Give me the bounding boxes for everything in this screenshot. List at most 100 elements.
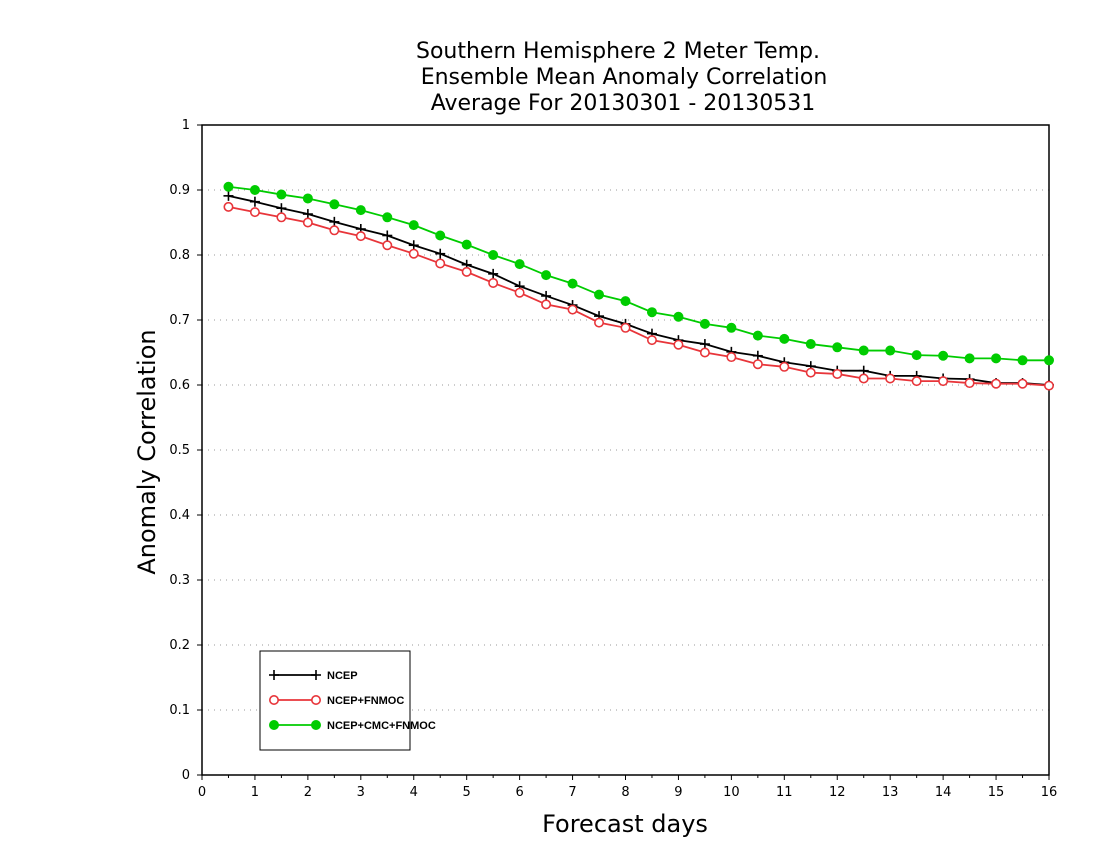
data-point-open-circle — [726, 352, 737, 363]
data-point-open-circle — [964, 378, 975, 389]
x-tick-label: 4 — [410, 785, 418, 800]
y-tick-label: 0.7 — [169, 313, 190, 328]
x-tick-label: 3 — [357, 785, 365, 800]
data-point-open-circle — [329, 225, 340, 236]
data-point-open-circle — [832, 368, 843, 379]
y-tick-label: 0.4 — [169, 508, 190, 523]
data-point-filled-circle — [355, 205, 366, 216]
data-point-plus — [329, 216, 340, 227]
data-point-open-circle — [382, 240, 393, 251]
y-tick-label: 0 — [182, 768, 190, 783]
data-point-plus — [435, 248, 446, 259]
data-point-filled-circle — [699, 318, 710, 329]
series-ncep-fnmoc — [223, 201, 1055, 391]
data-point-filled-circle — [408, 220, 419, 231]
data-point-open-circle — [885, 373, 896, 384]
data-point-plus — [541, 290, 552, 301]
data-point-plus — [311, 670, 321, 680]
data-point-filled-circle — [302, 193, 313, 204]
data-point-filled-circle — [991, 353, 1002, 364]
data-point-open-circle — [268, 694, 279, 705]
data-point-open-circle — [223, 201, 234, 212]
data-point-filled-circle — [911, 350, 922, 361]
x-tick-label: 1 — [251, 785, 259, 800]
chart-title: Southern Hemisphere 2 Meter Temp. Ensemb… — [416, 39, 827, 116]
data-point-filled-circle — [311, 720, 321, 730]
data-point-open-circle — [911, 376, 922, 387]
data-point-filled-circle — [938, 350, 949, 361]
data-point-filled-circle — [964, 353, 975, 364]
x-tick-label: 13 — [882, 785, 899, 800]
y-tick-label: 0.3 — [169, 573, 190, 588]
data-point-plus — [276, 203, 287, 214]
data-point-open-circle — [541, 299, 552, 310]
x-tick-label: 5 — [463, 785, 471, 800]
data-point-filled-circle — [329, 199, 340, 210]
data-point-open-circle — [302, 217, 313, 228]
x-axis-ticks: 0 1 2 3 4 5 6 7 8 9 10 11 12 13 14 15 16 — [198, 775, 1057, 800]
data-series — [223, 181, 1055, 391]
data-point-filled-circle — [541, 270, 552, 281]
data-point-filled-circle — [514, 259, 525, 270]
data-point-open-circle — [699, 347, 710, 358]
data-point-open-circle — [805, 367, 816, 378]
data-point-open-circle — [646, 335, 657, 346]
data-point-open-circle — [673, 339, 684, 350]
x-tick-label: 6 — [515, 785, 523, 800]
y-axis-label: Anomaly Correlation — [133, 329, 161, 574]
data-point-open-circle — [779, 361, 790, 372]
data-point-open-circle — [620, 322, 631, 333]
y-tick-label: 1 — [182, 118, 190, 133]
data-point-plus — [269, 670, 279, 680]
data-point-filled-circle — [858, 345, 869, 356]
data-point-filled-circle — [673, 311, 684, 322]
data-point-filled-circle — [1017, 355, 1028, 366]
y-tick-label: 0.1 — [169, 703, 190, 718]
data-point-filled-circle — [779, 333, 790, 344]
x-tick-label: 8 — [621, 785, 629, 800]
y-tick-label: 0.9 — [169, 183, 190, 198]
data-point-filled-circle — [567, 278, 578, 289]
data-point-filled-circle — [805, 339, 816, 350]
data-point-filled-circle — [1044, 355, 1054, 366]
data-point-filled-circle — [276, 189, 287, 200]
x-tick-label: 2 — [304, 785, 312, 800]
data-point-open-circle — [461, 266, 472, 277]
x-tick-label: 15 — [988, 785, 1005, 800]
title-line-3: Average For 20130301 - 20130531 — [431, 91, 816, 116]
series-ncep — [223, 190, 1054, 390]
x-axis-label: Forecast days — [542, 810, 708, 838]
data-point-open-circle — [514, 287, 525, 298]
title-line-1: Southern Hemisphere 2 Meter Temp. — [416, 39, 820, 64]
data-point-open-circle — [355, 231, 366, 242]
y-axis-ticks: 0 0.1 0.2 0.3 0.4 0.5 0.6 0.7 0.8 0.9 1 — [169, 118, 202, 783]
legend-entry: NCEP+CMC+FNMOC — [269, 720, 436, 732]
data-point-open-circle — [991, 378, 1002, 389]
data-point-plus — [302, 209, 313, 220]
data-point-filled-circle — [832, 342, 843, 353]
data-point-filled-circle — [269, 720, 279, 730]
data-point-plus — [249, 196, 260, 207]
grid-lines — [202, 189, 1049, 711]
x-tick-label: 7 — [568, 785, 576, 800]
data-point-filled-circle — [885, 345, 896, 356]
y-tick-label: 0.6 — [169, 378, 190, 393]
x-tick-label: 16 — [1041, 785, 1058, 800]
legend: NCEP NCEP+FNMOC NCEP+CMC+FNMOC — [259, 650, 436, 751]
legend-entry: NCEP — [269, 670, 358, 682]
data-point-open-circle — [310, 694, 321, 705]
y-tick-label: 0.8 — [169, 248, 190, 263]
x-tick-label: 9 — [674, 785, 682, 800]
y-tick-label: 0.5 — [169, 443, 190, 458]
x-tick-label: 11 — [776, 785, 793, 800]
data-point-open-circle — [752, 359, 763, 370]
data-point-plus — [408, 240, 419, 251]
data-point-open-circle — [938, 376, 949, 387]
data-point-plus — [488, 268, 499, 279]
legend-label: NCEP+FNMOC — [327, 695, 404, 707]
data-point-filled-circle — [594, 289, 605, 300]
x-tick-label: 10 — [723, 785, 740, 800]
legend-label: NCEP+CMC+FNMOC — [327, 720, 436, 732]
data-point-open-circle — [435, 258, 446, 269]
